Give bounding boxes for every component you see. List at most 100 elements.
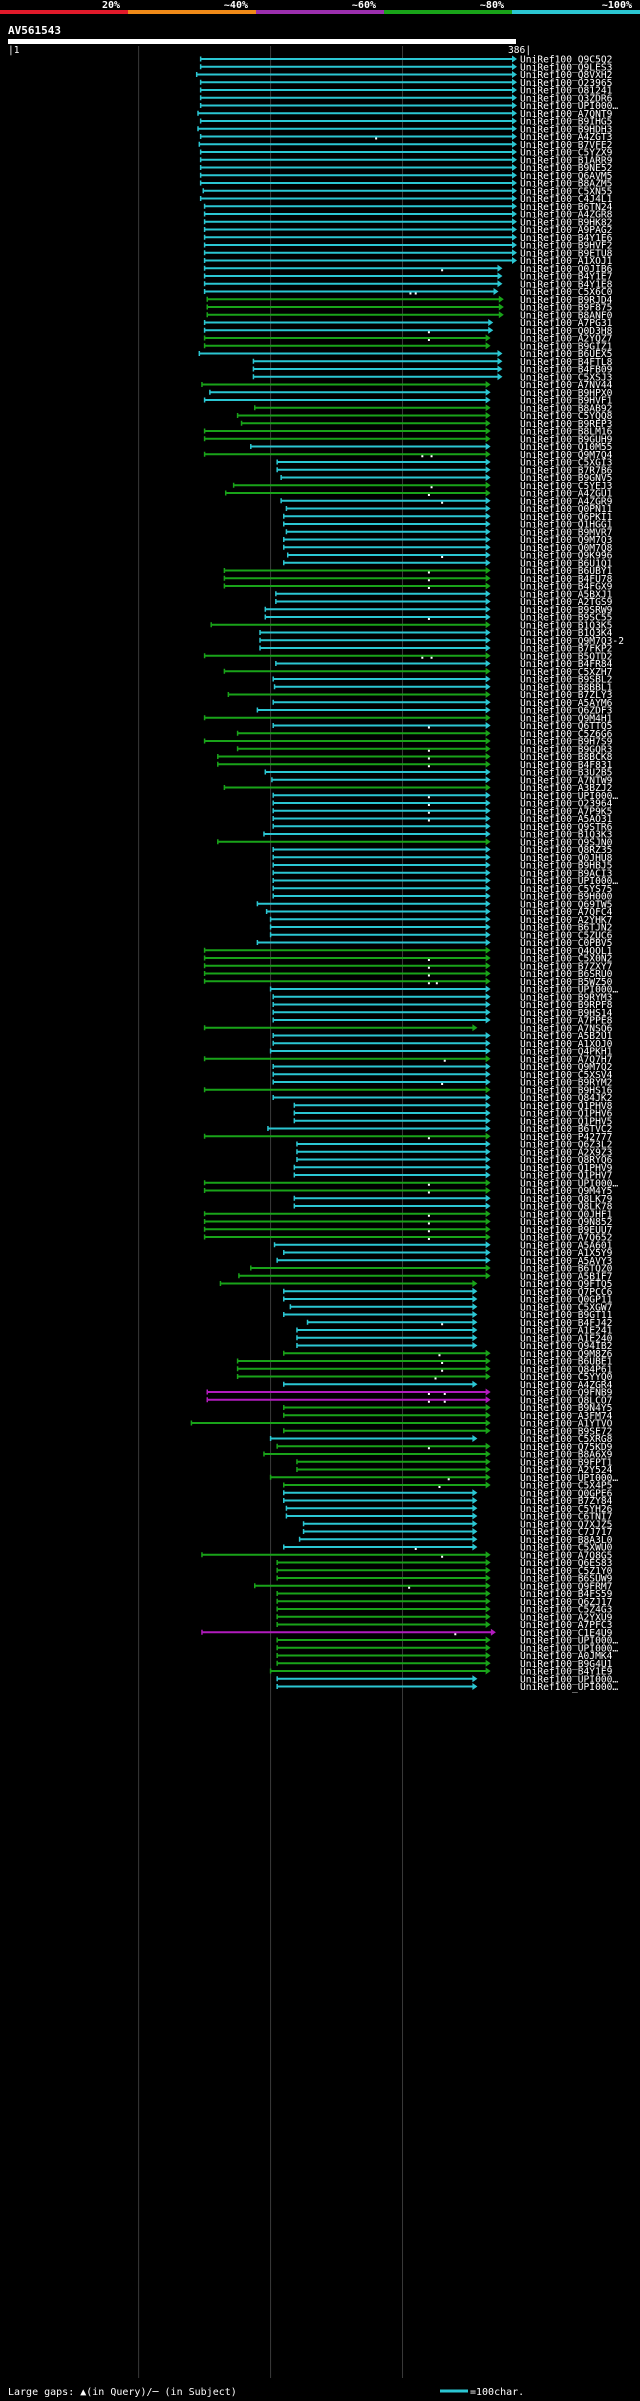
- hit-label[interactable]: UniRef100_B9GT11: [520, 1310, 613, 1321]
- hit-label[interactable]: UniRef100_B6UEX5: [520, 349, 612, 360]
- hit-label[interactable]: UniRef100_A4ZGU1: [520, 489, 613, 500]
- hit-label[interactable]: UniRef100_Q9C5Q2: [520, 55, 612, 66]
- hit-row[interactable]: UniRef100_B7R7B6: [276, 465, 613, 476]
- hit-row[interactable]: UniRef100_B7ZY84: [283, 1496, 613, 1507]
- hit-row[interactable]: UniRef100_Q6ZDF3: [256, 706, 613, 717]
- hit-row[interactable]: UniRef100_B9H7S9: [203, 737, 613, 748]
- hit-row[interactable]: UniRef100_C5XWU0: [283, 1543, 613, 1554]
- hit-label[interactable]: UniRef100_B4FB09: [520, 365, 613, 376]
- hit-row[interactable]: UniRef100_Q1PHV7: [293, 1171, 613, 1182]
- hit-label[interactable]: UniRef100_B4Y1E9: [520, 1667, 613, 1678]
- hit-row[interactable]: UniRef100_B8AZM5: [199, 179, 613, 190]
- hit-label[interactable]: UniRef100_Q9LES3: [520, 62, 613, 73]
- hit-row[interactable]: UniRef100_Q9N852: [203, 1217, 613, 1228]
- hit-row[interactable]: UniRef100_A7P9K5: [272, 806, 612, 817]
- hit-label[interactable]: UniRef100_C5XZH7: [520, 667, 613, 678]
- hit-row[interactable]: UniRef100_B9RYM2: [272, 1078, 612, 1089]
- hit-row[interactable]: UniRef100_B6TQZ0: [250, 1264, 613, 1275]
- hit-label[interactable]: UniRef100_Q10M55: [520, 442, 612, 453]
- hit-row[interactable]: UniRef100_Q8LCO7: [206, 1395, 613, 1406]
- hit-row[interactable]: UniRef100_C6TNI7: [285, 1512, 613, 1523]
- hit-row[interactable]: UniRef100_UPI000…: [276, 1674, 618, 1685]
- hit-label[interactable]: UniRef100_B8LM16: [520, 427, 613, 438]
- hit-label[interactable]: UniRef100_Q8LK79: [520, 1194, 613, 1205]
- hit-label[interactable]: UniRef100_B9MVR7: [520, 527, 613, 538]
- hit-label[interactable]: UniRef100_B9N4Y5: [520, 1403, 612, 1414]
- hit-label[interactable]: UniRef100_C5XSV4: [520, 1070, 613, 1081]
- hit-row[interactable]: UniRef100_UPI000…: [276, 1643, 618, 1654]
- hit-label[interactable]: UniRef100_A7Q7H7: [520, 1054, 613, 1065]
- hit-label[interactable]: UniRef100_B7R7B6: [520, 465, 613, 476]
- hit-row[interactable]: UniRef100_Q9M7Q3: [283, 535, 613, 546]
- hit-row[interactable]: UniRef100_B6TJN2: [269, 923, 613, 934]
- hit-row[interactable]: UniRef100_B4Y1E9: [269, 1667, 613, 1678]
- hit-label[interactable]: UniRef100_Q9M7Q4: [520, 450, 613, 461]
- hit-row[interactable]: UniRef100_UPI000…: [199, 101, 619, 112]
- hit-label[interactable]: UniRef100_Q1PHV8: [520, 1101, 613, 1112]
- hit-row[interactable]: UniRef100_A5A601: [273, 1240, 613, 1251]
- hit-label[interactable]: UniRef100_C5XGI3: [520, 458, 613, 469]
- hit-label[interactable]: UniRef100_UPI000…: [520, 101, 618, 112]
- hit-row[interactable]: UniRef100_C5YEJ3: [232, 481, 613, 492]
- hit-label[interactable]: UniRef100_B3U2B5: [520, 768, 612, 779]
- hit-row[interactable]: UniRef100_B4Y1E6: [203, 233, 613, 244]
- hit-row[interactable]: UniRef100_C5YS75: [272, 884, 612, 895]
- hit-row[interactable]: UniRef100_UPI000…: [269, 1473, 619, 1484]
- hit-label[interactable]: UniRef100_C5X6C0: [520, 287, 613, 298]
- hit-label[interactable]: UniRef100_Q4QOL1: [520, 946, 613, 957]
- hit-row[interactable]: UniRef100_Q9M4Y5: [203, 1186, 613, 1197]
- hit-row[interactable]: UniRef100_C5XN55: [202, 186, 612, 197]
- hit-label[interactable]: UniRef100_B8AB92: [520, 403, 612, 414]
- hit-label[interactable]: UniRef100_B4FJ42: [520, 1318, 612, 1329]
- hit-row[interactable]: UniRef100_B4F831: [217, 760, 613, 771]
- hit-label[interactable]: UniRef100_B6TJN2: [520, 923, 612, 934]
- hit-label[interactable]: UniRef100_A7NSQ6: [520, 1023, 613, 1034]
- hit-label[interactable]: UniRef100_B9FPT1: [520, 1457, 613, 1468]
- hit-label[interactable]: UniRef100_UPI000…: [520, 985, 618, 996]
- hit-row[interactable]: UniRef100_B8BBL1: [273, 682, 613, 693]
- hit-label[interactable]: UniRef100_A1XOJ1: [520, 256, 613, 267]
- hit-row[interactable]: UniRef100_A5AVY3: [276, 1256, 613, 1267]
- hit-row[interactable]: UniRef100_B9HVF1: [203, 396, 613, 407]
- hit-row[interactable]: UniRef100_Q1PHV5: [293, 1116, 612, 1127]
- hit-label[interactable]: UniRef100_A4ZGR4: [520, 1380, 613, 1391]
- hit-row[interactable]: UniRef100_C5XGW7: [289, 1302, 613, 1313]
- hit-row[interactable]: UniRef100_Q1PHV8: [293, 1101, 613, 1112]
- hit-row[interactable]: UniRef100_A7QNT9: [197, 109, 613, 120]
- hit-row[interactable]: UniRef100_A5B2U1: [272, 1031, 613, 1042]
- hit-label[interactable]: UniRef100_B9HDH3: [520, 124, 613, 135]
- hit-label[interactable]: UniRef100_Q9M7Q3: [520, 535, 613, 546]
- hit-label[interactable]: UniRef100_A7NTW9: [520, 775, 613, 786]
- hit-label[interactable]: UniRef100_C5XGW7: [520, 1302, 613, 1313]
- hit-row[interactable]: UniRef100_B4FB09: [252, 365, 613, 376]
- hit-label[interactable]: UniRef100_C5X0N2: [520, 954, 612, 965]
- hit-row[interactable]: UniRef100_B7VFE2: [198, 140, 612, 151]
- hit-label[interactable]: UniRef100_B9RYM2: [520, 1078, 612, 1089]
- hit-label[interactable]: UniRef100_Q1PHV5: [520, 1116, 612, 1127]
- hit-label[interactable]: UniRef100_Q75KD9: [520, 1442, 613, 1453]
- hit-label[interactable]: UniRef100_B9HK82: [520, 217, 612, 228]
- hit-row[interactable]: UniRef100_O81241: [199, 86, 613, 97]
- hit-label[interactable]: UniRef100_Q84JK2: [520, 1093, 612, 1104]
- hit-row[interactable]: UniRef100_A7Q7H7: [203, 1054, 613, 1065]
- hit-row[interactable]: UniRef100_B9HDH3: [197, 124, 613, 135]
- hit-row[interactable]: UniRef100_A5B1F7: [238, 1271, 613, 1282]
- hit-label[interactable]: UniRef100_Q84P61: [520, 1364, 613, 1375]
- hit-row[interactable]: UniRef100_B9RYM3: [272, 992, 613, 1003]
- hit-row[interactable]: UniRef100_B9GT11: [283, 1310, 613, 1321]
- hit-row[interactable]: UniRef100_B9SBL2: [272, 675, 612, 686]
- hit-row[interactable]: UniRef100_B5QTD2: [203, 651, 613, 662]
- hit-label[interactable]: UniRef100_B4Y1E6: [520, 233, 613, 244]
- hit-row[interactable]: UniRef100_B8BCK8: [217, 752, 613, 763]
- hit-label[interactable]: UniRef100_B9H7S9: [520, 737, 613, 748]
- hit-row[interactable]: UniRef100_B9F875: [206, 303, 612, 314]
- hit-label[interactable]: UniRef100_Q8VXH2: [520, 70, 612, 81]
- hit-row[interactable]: UniRef100_UPI000…: [276, 1682, 618, 1693]
- hit-row[interactable]: UniRef100_Q84JK2: [272, 1093, 612, 1104]
- hit-label[interactable]: UniRef100_C7J717: [520, 1527, 613, 1538]
- hit-row[interactable]: UniRef100_C5Z4G3: [276, 1605, 613, 1616]
- hit-label[interactable]: UniRef100_C5Z1Y0: [520, 1566, 613, 1577]
- hit-row[interactable]: UniRef100_B7ZLY3: [227, 690, 613, 701]
- hit-label[interactable]: UniRef100_B4FU78: [520, 574, 613, 585]
- hit-row[interactable]: UniRef100_A7PPE8: [272, 1016, 613, 1027]
